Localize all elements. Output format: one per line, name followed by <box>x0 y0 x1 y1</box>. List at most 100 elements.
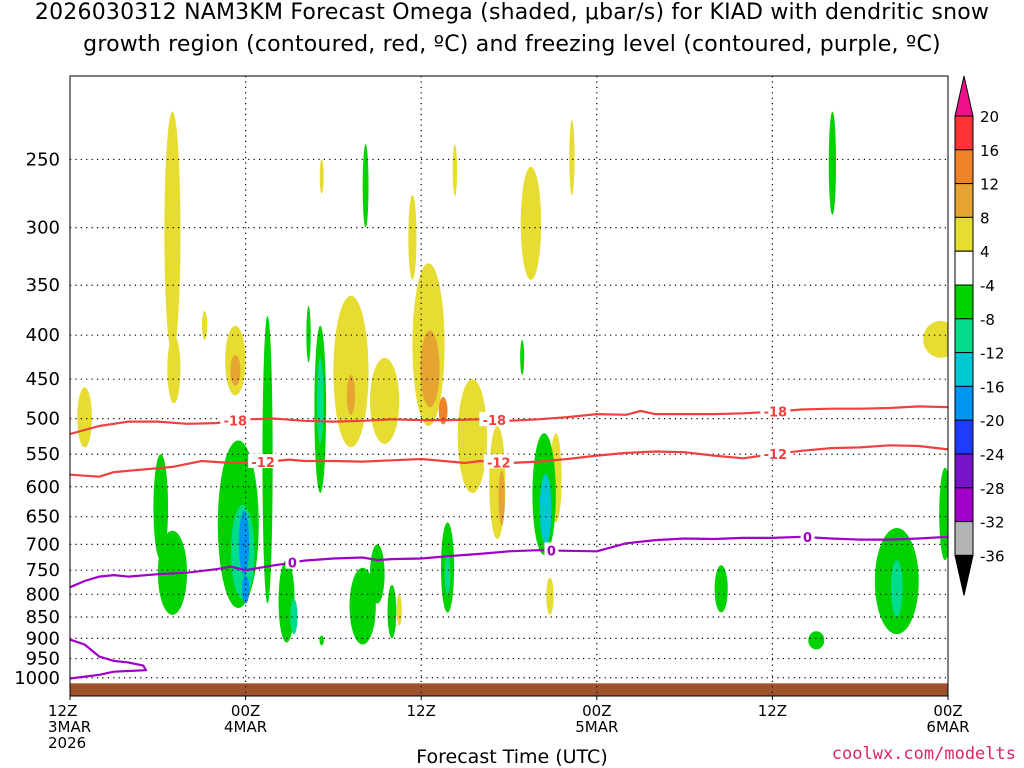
x-tick-label: 00Z <box>933 702 962 720</box>
freezing-level-label: 0 <box>547 544 556 559</box>
colorbar-bin <box>954 183 974 218</box>
freezing-level-label: 0 <box>288 557 297 572</box>
colorbar-bin <box>954 419 974 455</box>
dgz-top-label: -18 <box>764 406 788 421</box>
x-tick-label: 12Z <box>48 702 77 720</box>
colorbar-bin <box>954 453 974 489</box>
dgz-bottom-label: -12 <box>487 456 511 471</box>
omega-cell <box>290 598 298 635</box>
freezing-level-line <box>70 535 948 589</box>
omega-cell <box>369 544 385 604</box>
y-tick-label: 400 <box>26 325 60 346</box>
omega-cell <box>333 295 369 448</box>
y-tick-label: 750 <box>26 560 60 581</box>
y-tick-label: 550 <box>26 444 60 465</box>
colorbar-under-triangle <box>954 554 974 596</box>
dgz-top-label: -18 <box>483 414 507 429</box>
y-tick-label: 900 <box>26 628 60 649</box>
omega-cell <box>201 311 208 340</box>
dgz-top-label-bg <box>220 412 251 427</box>
x-tick-label: 3MAR <box>48 718 91 736</box>
freezing-level-surface-line <box>70 638 148 680</box>
colorbar-label: -8 <box>980 311 995 329</box>
omega-cell <box>457 379 488 493</box>
omega-cell <box>520 166 542 280</box>
omega-cell <box>520 339 525 376</box>
colorbar-label: -12 <box>980 345 1005 363</box>
y-tick-label: 950 <box>26 649 60 670</box>
omega-cell <box>498 470 505 526</box>
x-axis-title: Forecast Time (UTC) <box>416 746 608 768</box>
terrain-layer <box>70 683 948 696</box>
terrain-strip <box>70 683 948 696</box>
chart-title-line-2: growth region (contoured, red, ºC) and f… <box>83 32 941 57</box>
dgz-top-label-bg <box>479 412 510 427</box>
omega-cell <box>396 594 402 626</box>
y-tick-label: 300 <box>26 218 60 239</box>
chart-title-line-1: 2026030312 NAM3KM Forecast Omega (shaded… <box>34 0 990 25</box>
site-credit: coolwx.com/modelts <box>831 744 1016 764</box>
x-tick-label: 4MAR <box>224 718 267 736</box>
dgz-bottom-label: -12 <box>764 448 788 463</box>
colorbar-over-triangle <box>954 75 974 117</box>
colorbar-bin <box>954 318 974 354</box>
omega-cell <box>306 306 311 363</box>
x-tick-label: 2026 <box>48 734 86 752</box>
colorbar-bin <box>954 149 974 185</box>
colorbar-label: -28 <box>980 480 1005 498</box>
omega-cell <box>569 120 575 196</box>
dgz-top-label: -18 <box>224 415 248 430</box>
dgz-top-label-bg <box>760 403 791 418</box>
colorbar-label: -24 <box>980 446 1005 464</box>
omega-cell <box>362 144 369 228</box>
colorbar-label: 20 <box>980 108 999 126</box>
colorbar-label: -16 <box>980 378 1005 396</box>
omega-cell <box>369 357 400 444</box>
plot-frame <box>69 75 949 697</box>
colorbar-bin <box>954 352 974 387</box>
colorbar-label: 12 <box>980 176 999 194</box>
colorbar-bin <box>954 521 974 556</box>
y-tick-label: 500 <box>26 409 60 430</box>
omega-cell <box>828 111 837 215</box>
y-tick-label: 700 <box>26 534 60 555</box>
omega-cell <box>230 355 241 386</box>
omega-cell <box>808 631 825 650</box>
colorbar-label: 8 <box>980 209 990 227</box>
x-tick-label: 12Z <box>407 702 436 720</box>
x-tick-label: 12Z <box>758 702 787 720</box>
colorbar-bin <box>954 487 974 523</box>
x-tick-label: 5MAR <box>575 718 618 736</box>
omega-cell <box>444 554 451 595</box>
freezing-level-label: 0 <box>803 531 812 546</box>
colorbar-bin <box>954 216 974 252</box>
colorbar-label: -36 <box>980 547 1005 565</box>
omega-cell <box>77 387 92 448</box>
omega-cell <box>438 397 448 425</box>
freezing-level-label-bg <box>285 554 300 569</box>
x-tick-label: 00Z <box>582 702 611 720</box>
y-axis: 2503003504004505005506006507007508008509… <box>14 149 60 688</box>
omega-cell <box>349 567 376 645</box>
colorbar-bin <box>954 115 974 151</box>
colorbar-label: 16 <box>980 142 999 160</box>
omega-cell <box>714 565 728 613</box>
y-tick-label: 350 <box>26 275 60 296</box>
dgz-bottom-label-bg <box>248 454 279 469</box>
colorbar: 20 16 12 8 4 -4 -8 -12 -16 -20 -24 -28 -32 -36 <box>954 75 1005 596</box>
x-tick-label: 6MAR <box>926 718 969 736</box>
omega-cell <box>319 159 324 194</box>
omega-cell <box>167 335 181 404</box>
plot-background <box>70 76 948 696</box>
colorbar-bin <box>954 250 974 286</box>
colorbar-label: -32 <box>980 514 1005 532</box>
contour-labels: -18 -18 -18 -12 -12 -12 0 0 0 <box>220 403 815 572</box>
y-tick-label: 600 <box>26 477 60 498</box>
omega-cell <box>319 635 324 646</box>
colorbar-label: -20 <box>980 412 1005 430</box>
dgz-bottom-line <box>70 444 948 478</box>
omega-cell <box>452 144 458 197</box>
omega-cell <box>408 195 417 280</box>
